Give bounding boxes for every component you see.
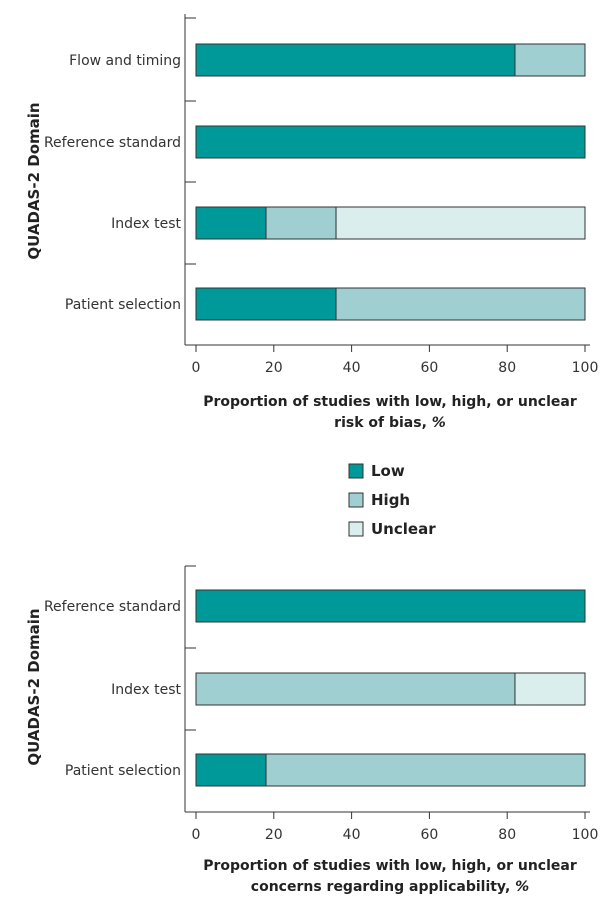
legend-swatch-low [348,463,364,479]
risk-of-bias-label-index-test: Index test [111,216,181,232]
risk-of-bias-label-flow-and-timing: Flow and timing [69,53,181,69]
applicability-x-axis-title-line2: concerns regarding applicability, % [251,879,529,895]
applicability-y-axis-title: QUADAS-2 Domain [25,608,43,765]
applicability-x-axis-title-line1: Proportion of studies with low, high, or… [203,858,577,874]
applicability-label-index-test: Index test [111,682,181,698]
legend-swatch-high [348,492,364,508]
risk-of-bias-bars [195,43,586,321]
risk-of-bias-bar-index-test-unclear [335,206,586,240]
risk-of-bias-bar-flow-and-timing-low [195,43,516,77]
applicability-x-ticks: 0 20 40 60 80 100 [192,812,599,843]
risk-of-bias-bar-patient-selection-low [195,287,337,321]
applicability-axes [184,565,590,813]
risk-of-bias-x-tick-80: 80 [498,360,516,376]
applicability-bar-reference-standard-low [195,589,586,623]
applicability-bar-patient-selection-high [265,753,586,787]
legend: Low High Unclear [348,462,436,538]
applicability-x-tick-40: 40 [343,827,361,843]
applicability-x-tick-60: 60 [420,827,438,843]
applicability-bar-patient-selection-low [195,753,267,787]
risk-of-bias-x-tick-100: 100 [572,360,599,376]
risk-of-bias-x-axis-title-text: risk of bias, [334,415,427,431]
risk-of-bias-label-reference-standard: Reference standard [44,135,181,151]
risk-of-bias-x-ticks: 0 20 40 60 80 100 [192,345,599,376]
applicability-x-tick-0: 0 [192,827,201,843]
risk-of-bias-x-tick-60: 60 [420,360,438,376]
risk-of-bias-chart: Flow and timing Reference standard Index t… [25,14,598,431]
legend-label-low: Low [371,462,405,480]
risk-of-bias-bar-index-test-low [195,206,267,240]
applicability-bar-index-test-unclear [514,672,586,706]
risk-of-bias-category-labels: Flow and timing Reference standard Index t… [44,53,182,313]
risk-of-bias-bar-index-test-high [265,206,337,240]
risk-of-bias-x-tick-40: 40 [343,360,361,376]
applicability-category-labels: Reference standard Index test Patient sele… [44,599,182,779]
applicability-x-tick-100: 100 [572,827,599,843]
legend-label-unclear: Unclear [371,520,436,538]
risk-of-bias-x-tick-0: 0 [192,360,201,376]
risk-of-bias-x-axis-title-line1: Proportion of studies with low, high, or… [203,394,577,410]
applicability-chart: Reference standard Index test Patient sele… [25,565,599,895]
applicability-x-axis-title-text: concerns regarding applicability, [251,879,511,895]
risk-of-bias-axes [184,14,590,346]
applicability-x-tick-80: 80 [498,827,516,843]
applicability-x-tick-20: 20 [265,827,283,843]
risk-of-bias-bar-flow-and-timing-high [514,43,586,77]
risk-of-bias-label-patient-selection: Patient selection [65,297,181,313]
applicability-bar-index-test-high [195,672,516,706]
risk-of-bias-x-axis-title-line2: risk of bias, % [334,415,446,431]
risk-of-bias-y-axis-title: QUADAS-2 Domain [25,102,43,259]
applicability-bars [195,589,586,787]
applicability-label-patient-selection: Patient selection [65,763,181,779]
risk-of-bias-x-axis-unit: % [432,415,446,431]
legend-swatch-unclear [348,521,364,537]
risk-of-bias-bar-reference-standard-low [195,125,586,159]
risk-of-bias-x-tick-20: 20 [265,360,283,376]
risk-of-bias-bar-patient-selection-high [335,287,586,321]
applicability-label-reference-standard: Reference standard [44,599,181,615]
legend-label-high: High [371,491,410,509]
applicability-x-axis-unit: % [515,879,529,895]
